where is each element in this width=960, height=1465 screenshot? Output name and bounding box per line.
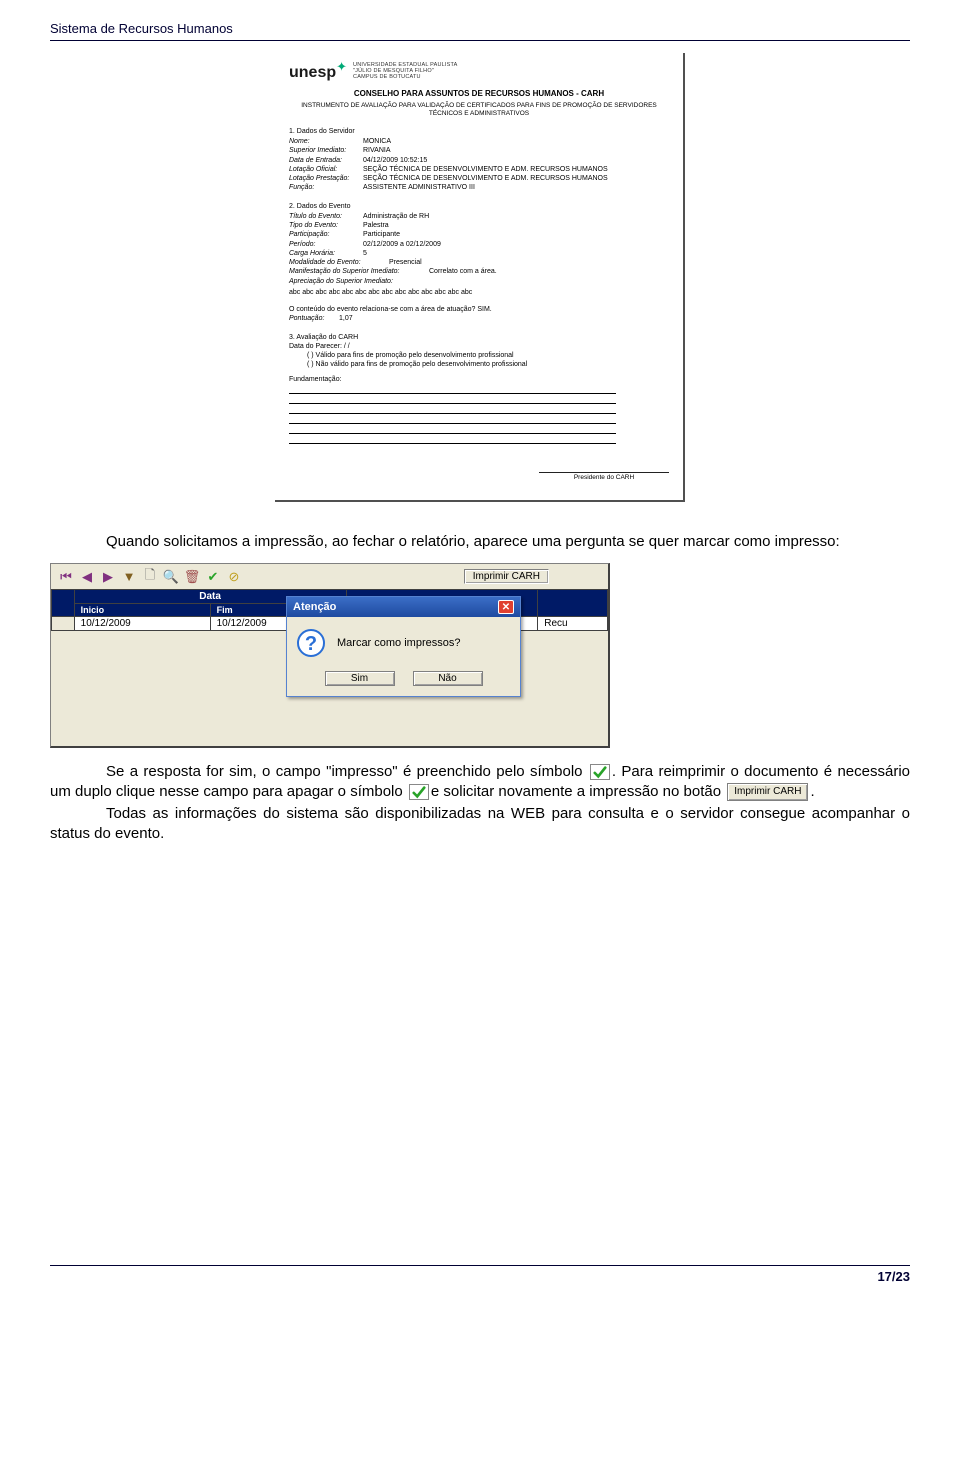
toolbar-search-icon[interactable]: 🔍: [162, 568, 180, 586]
page-header: Sistema de Recursos Humanos: [50, 20, 910, 41]
field-fundamentacao-label: Fundamentação:: [289, 376, 669, 385]
field-tipo-label: Tipo do Evento:: [289, 222, 363, 231]
form-subtitle: INSTRUMENTO DE AVALIAÇÃO PARA VALIDAÇÃO …: [289, 102, 669, 118]
field-manifestacao-value: Correlato com a área.: [429, 268, 669, 277]
p2-part-c: e solicitar novamente a impressão no bot…: [431, 783, 725, 800]
field-manifestacao-label: Manifestação do Superior Imediato:: [289, 268, 429, 277]
field-pontuacao-label: Pontuação:: [289, 315, 339, 324]
field-relaciona: O conteúdo do evento relaciona-se com a …: [289, 306, 669, 315]
check-symbol-icon: [409, 784, 429, 800]
field-modalidade-value: Presencial: [389, 259, 669, 268]
field-tipo-value: Palestra: [363, 222, 669, 231]
toolbar-save-icon[interactable]: ▼: [120, 568, 138, 586]
page-footer: 17/23: [50, 1265, 910, 1284]
field-apreciacao-value: abc abc abc abc abc abc abc abc abc abc …: [289, 289, 669, 298]
fill-line: [289, 395, 616, 404]
field-funcao-label: Função:: [289, 184, 363, 193]
dialog-message: Marcar como impressos?: [337, 637, 460, 649]
field-lotacao-prestacao-value: SEÇÃO TÉCNICA DE DESENVOLVIMENTO E ADM. …: [363, 175, 669, 184]
field-carga-value: 5: [363, 250, 669, 259]
fill-line: [289, 435, 616, 444]
field-nome-label: Nome:: [289, 138, 363, 147]
field-carga-label: Carga Horária:: [289, 250, 363, 259]
logo-subtitle-3: CAMPUS DE BOTUCATU: [353, 75, 458, 81]
form-title: CONSELHO PARA ASSUNTOS DE RECURSOS HUMAN…: [289, 89, 669, 99]
field-superior-value: RIVANIA: [363, 147, 669, 156]
section-3-head: 3. Avaliação do CARH: [289, 334, 669, 343]
field-participacao-value: Participante: [363, 231, 669, 240]
unesp-logo-text: unesp: [289, 64, 336, 81]
fill-line: [289, 385, 616, 394]
field-apreciacao-label: Apreciação do Superior Imediato:: [289, 278, 669, 287]
toolbar-nav-next-icon[interactable]: ▶: [99, 568, 117, 586]
p2-part-a: Se a resposta for sim, o campo "impresso…: [106, 763, 588, 780]
unesp-star-icon: ✦: [336, 59, 347, 74]
field-superior-label: Superior Imediato:: [289, 147, 363, 156]
signature-line: Presidente do CARH: [539, 472, 669, 482]
form-option-nao-valido: ( ) Não válido para fins de promoção pel…: [289, 361, 669, 370]
paragraph-3: Todas as informações do sistema são disp…: [50, 804, 910, 845]
fill-line: [289, 405, 616, 414]
field-periodo-label: Período:: [289, 241, 363, 250]
cell-extra: Recu: [538, 616, 608, 630]
paragraph-2: Se a resposta for sim, o campo "impresso…: [50, 762, 910, 803]
section-1-head: 1. Dados do Servidor: [289, 128, 669, 137]
toolbar-cancel-icon[interactable]: ⊘: [225, 568, 243, 586]
field-periodo-value: 02/12/2009 a 02/12/2009: [363, 241, 669, 250]
fill-line: [289, 415, 616, 424]
page-number: 17/23: [877, 1269, 910, 1284]
field-nome-value: MONICA: [363, 138, 669, 147]
toolbar-new-icon[interactable]: 🗋: [141, 568, 159, 586]
form-option-valido: ( ) Válido para fins de promoção pelo de…: [289, 352, 669, 361]
confirm-dialog: Atenção ✕ ? Marcar como impressos? Sim N…: [286, 596, 521, 697]
field-lotacao-prestacao-label: Lotação Prestação:: [289, 175, 363, 184]
form-preview: unesp✦ UNIVERSIDADE ESTADUAL PAULISTA "J…: [275, 53, 685, 502]
fill-line: [289, 425, 616, 434]
inline-imprimir-button[interactable]: Imprimir CARH: [727, 783, 808, 801]
field-titulo-value: Administração de RH: [363, 213, 669, 222]
field-data-parecer: Data do Parecer: / /: [289, 343, 669, 352]
check-symbol-icon: [590, 764, 610, 780]
field-lotacao-oficial-label: Lotação Oficial:: [289, 166, 363, 175]
cell-inicio: 10/12/2009: [74, 616, 210, 630]
field-modalidade-label: Modalidade do Evento:: [289, 259, 389, 268]
field-funcao-value: ASSISTENTE ADMINISTRATIVO III: [363, 184, 669, 193]
imprimir-carh-button[interactable]: Imprimir CARH: [464, 569, 549, 584]
row-marker: [52, 616, 75, 630]
dialog-title: Atenção: [293, 601, 336, 613]
field-lotacao-oficial-value: SEÇÃO TÉCNICA DE DESENVOLVIMENTO E ADM. …: [363, 166, 669, 175]
field-entrada-label: Data de Entrada:: [289, 157, 363, 166]
dialog-sim-button[interactable]: Sim: [325, 671, 395, 686]
toolbar: ⏮ ◀ ▶ ▼ 🗋 🔍 🗑 ✔ ⊘ Imprimir CARH: [51, 564, 608, 589]
toolbar-delete-icon[interactable]: 🗑: [183, 568, 201, 586]
header-title: Sistema de Recursos Humanos: [50, 21, 233, 36]
field-participacao-label: Participação:: [289, 231, 363, 240]
field-entrada-value: 04/12/2009 10:52:15: [363, 157, 669, 166]
p2-part-d: .: [810, 783, 814, 800]
question-icon: ?: [297, 629, 325, 657]
toolbar-nav-first-icon[interactable]: ⏮: [57, 568, 75, 586]
grid-col-extra: [538, 589, 608, 616]
p3-text: Todas as informações do sistema são disp…: [50, 805, 910, 842]
grid-row-selector: [52, 589, 75, 616]
toolbar-check-icon[interactable]: ✔: [204, 568, 222, 586]
toolbar-nav-prev-icon[interactable]: ◀: [78, 568, 96, 586]
dialog-close-icon[interactable]: ✕: [498, 600, 514, 614]
grid-col-inicio: Inicio: [74, 603, 210, 616]
field-titulo-label: Título do Evento:: [289, 213, 363, 222]
field-pontuacao-value: 1,07: [339, 315, 669, 324]
paragraph-1: Quando solicitamos a impressão, ao fecha…: [50, 532, 910, 552]
app-window: ⏮ ◀ ▶ ▼ 🗋 🔍 🗑 ✔ ⊘ Imprimir CARH Data Tip…: [50, 563, 610, 748]
section-2-head: 2. Dados do Evento: [289, 203, 669, 212]
dialog-nao-button[interactable]: Não: [413, 671, 483, 686]
